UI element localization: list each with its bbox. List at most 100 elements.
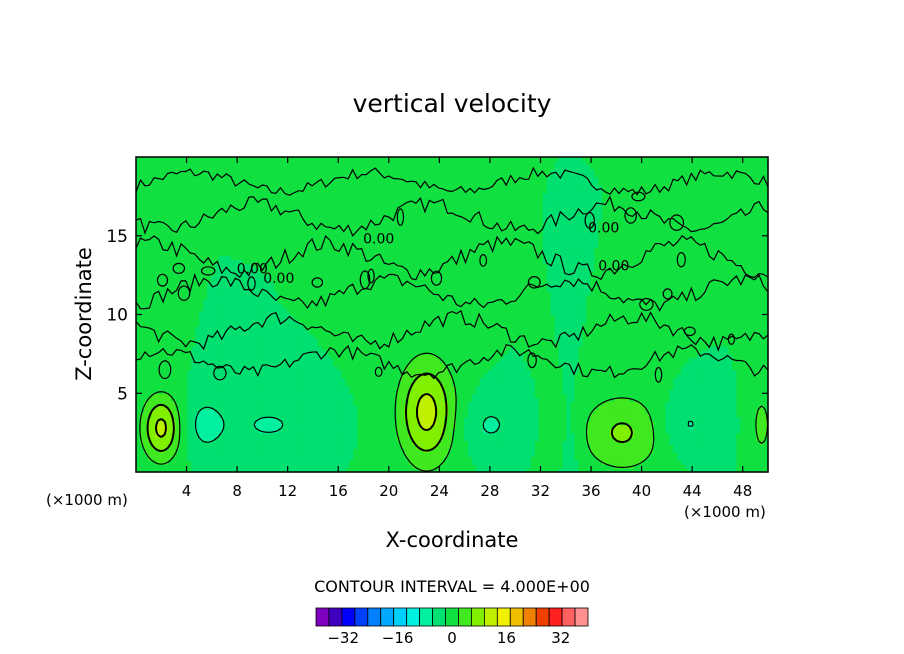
field-cell xyxy=(246,381,252,386)
field-cell xyxy=(167,212,173,217)
field-cell xyxy=(376,255,382,260)
field-cell xyxy=(301,405,307,410)
field-cell xyxy=(222,361,228,367)
field-cell xyxy=(321,271,327,276)
field-cell xyxy=(345,196,350,201)
field-cell xyxy=(187,389,192,394)
field-cell xyxy=(222,464,228,469)
field-cell xyxy=(242,326,248,331)
field-cell xyxy=(242,184,248,190)
field-cell xyxy=(274,275,279,280)
field-cell xyxy=(286,247,291,253)
field-cell xyxy=(329,192,335,197)
field-cell xyxy=(139,172,145,178)
field-cell xyxy=(147,184,153,190)
field-cell xyxy=(143,346,149,351)
field-cell xyxy=(207,196,212,201)
field-cell xyxy=(183,223,188,229)
field-cell xyxy=(207,208,212,213)
field-cell xyxy=(282,389,287,394)
field-cell xyxy=(376,338,382,343)
field-cell xyxy=(155,334,161,339)
field-cell xyxy=(317,357,323,363)
field-cell xyxy=(199,164,204,170)
field-cell xyxy=(246,389,252,394)
field-cell xyxy=(242,172,248,178)
field-cell xyxy=(274,357,279,363)
field-cell xyxy=(282,235,287,241)
field-cell xyxy=(147,452,153,457)
field-cell xyxy=(207,164,212,170)
field-cell xyxy=(136,428,141,434)
field-cell xyxy=(136,247,141,253)
field-cell xyxy=(349,373,354,379)
field-cell xyxy=(341,251,346,257)
field-cell xyxy=(361,247,366,253)
field-cell xyxy=(195,440,200,446)
field-cell xyxy=(333,216,339,221)
field-cell xyxy=(301,448,307,453)
field-cell xyxy=(345,255,350,260)
field-cell xyxy=(246,322,252,327)
field-cell xyxy=(179,310,184,316)
field-cell xyxy=(179,188,184,194)
field-cell xyxy=(143,212,149,217)
field-cell xyxy=(211,231,216,237)
field-cell xyxy=(155,424,161,430)
field-cell xyxy=(333,409,339,414)
field-cell xyxy=(171,212,177,217)
field-cell xyxy=(294,263,299,268)
field-cell xyxy=(278,239,283,245)
field-cell xyxy=(147,188,153,194)
field-cell xyxy=(187,456,192,461)
field-cell xyxy=(321,255,327,260)
field-cell xyxy=(242,298,248,304)
field-cell xyxy=(250,428,256,434)
field-cell xyxy=(317,227,323,233)
field-cell xyxy=(155,464,161,469)
field-cell xyxy=(361,231,366,237)
field-cell xyxy=(333,424,339,430)
field-cell xyxy=(199,373,204,379)
field-cell xyxy=(230,283,236,288)
field-cell xyxy=(163,346,169,351)
field-cell xyxy=(270,342,275,347)
field-cell xyxy=(297,357,303,363)
field-cell xyxy=(345,452,350,457)
field-cell xyxy=(317,223,323,229)
field-cell xyxy=(353,212,358,217)
field-cell xyxy=(270,334,275,339)
field-cell xyxy=(361,401,366,406)
field-cell xyxy=(290,416,295,422)
field-cell xyxy=(238,448,244,453)
field-cell xyxy=(290,275,295,280)
field-cell xyxy=(136,208,141,213)
field-cell xyxy=(290,397,295,402)
field-cell xyxy=(139,456,145,461)
field-cell xyxy=(325,401,331,406)
field-cell xyxy=(345,405,350,410)
field-cell xyxy=(207,452,212,457)
field-cell xyxy=(290,389,295,394)
field-cell xyxy=(143,420,149,426)
field-cell xyxy=(163,310,169,316)
field-cell xyxy=(163,223,169,229)
field-cell xyxy=(274,464,279,469)
field-cell xyxy=(333,180,339,186)
field-cell xyxy=(376,436,382,442)
field-cell xyxy=(147,448,153,453)
field-cell xyxy=(171,220,177,225)
field-cell xyxy=(373,204,378,209)
field-cell xyxy=(195,361,200,367)
field-cell xyxy=(147,239,153,245)
field-cell xyxy=(234,334,240,339)
field-cell xyxy=(305,160,311,166)
field-cell xyxy=(266,160,271,166)
field-cell xyxy=(294,176,299,182)
field-cell xyxy=(294,267,299,272)
field-cell xyxy=(297,393,303,398)
field-cell xyxy=(325,160,331,166)
field-cell xyxy=(242,251,248,257)
field-cell xyxy=(254,428,260,434)
field-cell xyxy=(226,440,232,446)
